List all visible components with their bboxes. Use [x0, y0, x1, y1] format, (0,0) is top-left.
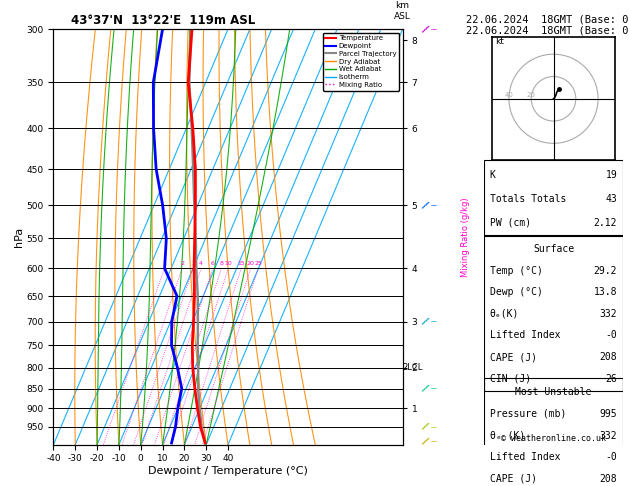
Text: 8: 8 [220, 261, 223, 266]
Text: Totals Totals: Totals Totals [490, 194, 566, 204]
Text: 3: 3 [191, 261, 195, 266]
Text: 29.2: 29.2 [594, 265, 617, 276]
X-axis label: Dewpoint / Temperature (°C): Dewpoint / Temperature (°C) [148, 466, 308, 476]
Text: © weatheronline.co.uk: © weatheronline.co.uk [501, 434, 606, 443]
Text: θₑ(K): θₑ(K) [490, 309, 520, 319]
Text: 4: 4 [199, 261, 203, 266]
Text: Pressure (mb): Pressure (mb) [490, 409, 566, 419]
Text: km
ASL: km ASL [394, 1, 411, 21]
Text: Dewp (°C): Dewp (°C) [490, 287, 543, 297]
Text: 10: 10 [225, 261, 232, 266]
Text: 26: 26 [606, 374, 617, 383]
Text: 25: 25 [254, 261, 262, 266]
Bar [484, 160, 623, 236]
Text: __: __ [430, 200, 437, 206]
Text: 208: 208 [599, 352, 617, 362]
Text: K: K [490, 170, 496, 180]
Text: 43°37'N  13°22'E  119m ASL: 43°37'N 13°22'E 119m ASL [71, 14, 255, 27]
Text: Lifted Index: Lifted Index [490, 452, 560, 462]
Text: CAPE (J): CAPE (J) [490, 352, 537, 362]
Text: Most Unstable: Most Unstable [515, 387, 592, 398]
Text: 13.8: 13.8 [594, 287, 617, 297]
Text: -0: -0 [606, 330, 617, 340]
Text: 22.06.2024  18GMT (Base: 06): 22.06.2024 18GMT (Base: 06) [466, 14, 629, 24]
Text: CIN (J): CIN (J) [490, 374, 531, 383]
Text: __: __ [430, 24, 437, 30]
Text: /: / [420, 316, 429, 327]
Text: /: / [420, 422, 429, 433]
Text: 19: 19 [606, 170, 617, 180]
Text: 40: 40 [504, 91, 513, 98]
Text: 2.12: 2.12 [594, 218, 617, 227]
Text: θₑ (K): θₑ (K) [490, 431, 525, 440]
Text: -0: -0 [606, 452, 617, 462]
Text: __: __ [430, 436, 437, 442]
Text: 332: 332 [599, 309, 617, 319]
Legend: Temperature, Dewpoint, Parcel Trajectory, Dry Adiabat, Wet Adiabat, Isotherm, Mi: Temperature, Dewpoint, Parcel Trajectory… [323, 33, 399, 90]
Text: CAPE (J): CAPE (J) [490, 474, 537, 484]
Bar [484, 378, 623, 486]
Text: 6: 6 [211, 261, 215, 266]
Bar [484, 235, 623, 391]
Text: __: __ [430, 316, 437, 322]
Text: 2LCL: 2LCL [403, 363, 423, 372]
Text: __: __ [430, 421, 437, 428]
Text: 20: 20 [247, 261, 255, 266]
Text: /: / [420, 200, 429, 211]
Text: /: / [420, 436, 429, 447]
Text: Lifted Index: Lifted Index [490, 330, 560, 340]
Text: 1: 1 [162, 261, 167, 266]
Text: 43: 43 [606, 194, 617, 204]
Text: 2: 2 [180, 261, 184, 266]
Text: 20: 20 [527, 91, 536, 98]
Text: 15: 15 [237, 261, 245, 266]
Text: 332: 332 [599, 431, 617, 440]
Text: /: / [420, 24, 429, 35]
Text: kt: kt [494, 37, 504, 47]
Text: 995: 995 [599, 409, 617, 419]
Text: Temp (°C): Temp (°C) [490, 265, 543, 276]
Text: /: / [420, 383, 429, 394]
Text: 22.06.2024  18GMT (Base: 06): 22.06.2024 18GMT (Base: 06) [466, 25, 629, 35]
Text: PW (cm): PW (cm) [490, 218, 531, 227]
Text: __: __ [430, 383, 437, 389]
Text: Mixing Ratio (g/kg): Mixing Ratio (g/kg) [461, 197, 470, 277]
Text: Surface: Surface [533, 244, 574, 254]
Y-axis label: hPa: hPa [14, 227, 24, 247]
Text: 208: 208 [599, 474, 617, 484]
